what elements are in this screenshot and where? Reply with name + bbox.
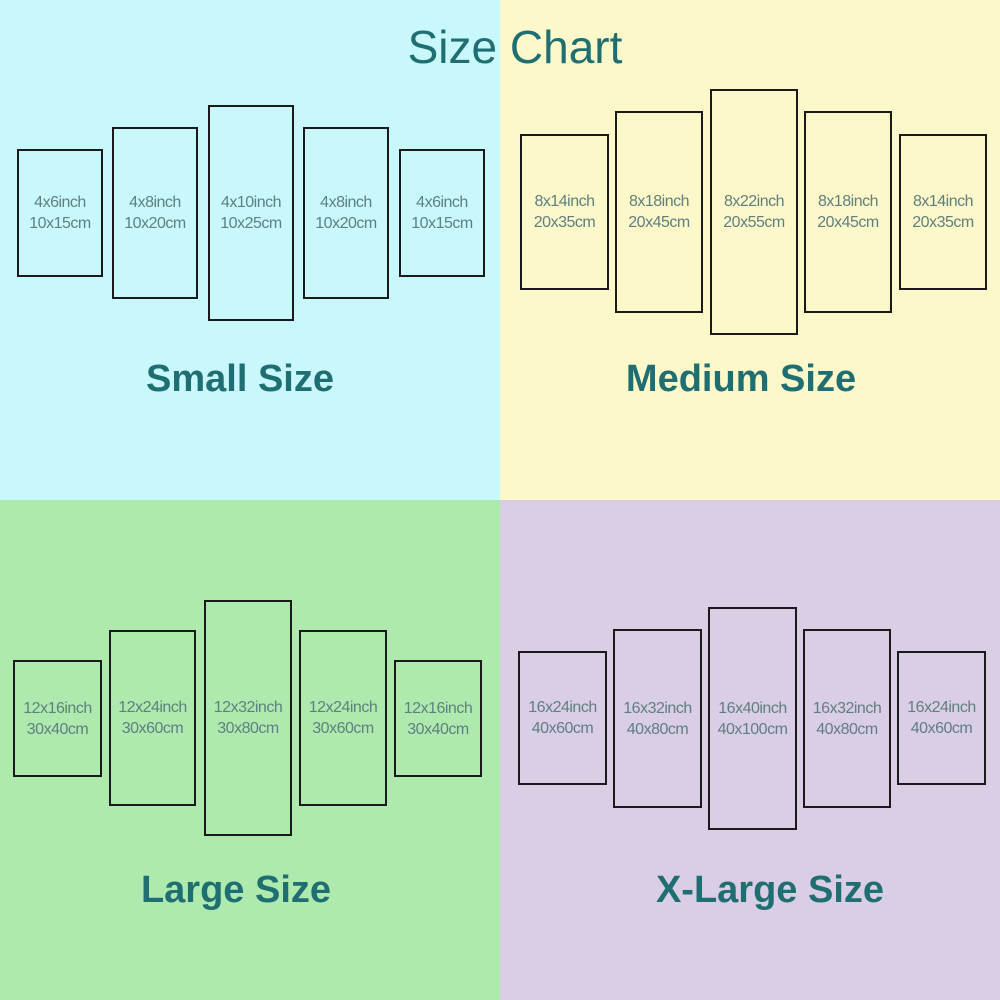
panel-size-inch: 4x6inch <box>34 194 86 211</box>
panel-size-cm: 30x40cm <box>407 720 469 738</box>
panel-size-cm: 20x35cm <box>912 214 974 231</box>
panel-size-cm: 40x80cm <box>816 720 878 738</box>
small-size-section <box>0 0 500 500</box>
small-panel-2: 4x8inch 10x20cm <box>112 127 198 299</box>
large-panel-2: 12x24inch 30x60cm <box>109 630 196 806</box>
small-panel-3: 4x10inch 10x25cm <box>208 105 294 321</box>
panel-size-cm: 40x100cm <box>717 720 788 738</box>
panel-size-cm: 20x55cm <box>723 214 785 231</box>
medium-panel-4: 8x18inch 20x45cm <box>804 111 892 313</box>
panel-size-cm: 30x60cm <box>121 720 184 737</box>
panel-size-inch: 16x32inch <box>812 699 882 717</box>
xlarge-size-section <box>500 500 1000 1000</box>
panel-size-cm: 40x60cm <box>531 720 594 737</box>
panel-size-cm: 10x15cm <box>29 215 91 232</box>
panel-size-inch: 8x18inch <box>628 193 690 210</box>
xlarge-panel-4: 16x32inch 40x80cm <box>803 629 891 808</box>
panel-size-inch: 12x24inch <box>308 699 378 716</box>
large-panel-4: 12x24inch 30x60cm <box>299 630 387 806</box>
xlarge-size-label: X-Large Size <box>655 869 885 911</box>
panel-size-cm: 20x45cm <box>628 214 690 231</box>
panel-size-cm: 10x20cm <box>315 215 377 232</box>
panel-size-inch: 4x10inch <box>220 194 282 211</box>
large-size-section <box>0 500 500 1000</box>
xlarge-panel-3: 16x40inch 40x100cm <box>708 607 797 830</box>
panel-size-cm: 40x80cm <box>626 720 689 738</box>
medium-panel-5: 8x14inch 20x35cm <box>899 134 987 290</box>
panel-size-inch: 4x8inch <box>320 194 372 211</box>
large-panel-1: 12x16inch 30x40cm <box>13 660 102 777</box>
medium-size-section <box>500 0 1000 500</box>
panel-size-inch: 4x6inch <box>416 194 468 211</box>
panel-size-inch: 12x24inch <box>118 699 187 716</box>
small-panel-4: 4x8inch 10x20cm <box>303 127 389 299</box>
panel-size-cm: 10x25cm <box>220 215 282 232</box>
xlarge-panel-5: 16x24inch 40x60cm <box>897 651 986 785</box>
small-panel-1: 4x6inch 10x15cm <box>17 149 103 277</box>
panel-size-cm: 20x45cm <box>817 214 879 231</box>
large-panel-5: 12x16inch 30x40cm <box>394 660 482 777</box>
panel-size-inch: 12x32inch <box>213 699 283 716</box>
large-panel-3: 12x32inch 30x80cm <box>204 600 292 836</box>
panel-size-inch: 16x40inch <box>718 699 787 717</box>
medium-size-label: Medium Size <box>625 358 857 400</box>
small-panel-5: 4x6inch 10x15cm <box>399 149 485 277</box>
medium-panel-3: 8x22inch 20x55cm <box>710 89 798 335</box>
panel-size-inch: 16x24inch <box>907 699 976 716</box>
panel-size-inch: 16x24inch <box>528 699 597 716</box>
panel-size-inch: 8x18inch <box>817 193 879 210</box>
panel-size-inch: 16x32inch <box>623 699 692 717</box>
panel-size-inch: 8x14inch <box>912 193 974 210</box>
panel-size-cm: 40x60cm <box>910 720 973 737</box>
panel-size-inch: 4x8inch <box>129 194 181 211</box>
panel-size-inch: 8x22inch <box>723 193 785 210</box>
medium-panel-2: 8x18inch 20x45cm <box>615 111 703 313</box>
small-size-label: Small Size <box>146 358 334 400</box>
panel-size-inch: 12x16inch <box>23 699 92 717</box>
panel-size-cm: 10x15cm <box>411 215 473 232</box>
xlarge-panel-2: 16x32inch 40x80cm <box>613 629 702 808</box>
medium-panel-1: 8x14inch 20x35cm <box>520 134 609 290</box>
panel-size-cm: 30x60cm <box>312 720 374 737</box>
panel-size-cm: 30x40cm <box>26 720 89 738</box>
panel-size-cm: 20x35cm <box>533 214 596 231</box>
large-size-label: Large Size <box>140 869 332 911</box>
xlarge-panel-1: 16x24inch 40x60cm <box>518 651 607 785</box>
chart-title: Size Chart <box>407 21 623 73</box>
panel-size-inch: 12x16inch <box>403 699 473 717</box>
panel-size-cm: 10x20cm <box>124 215 186 232</box>
panel-size-cm: 30x80cm <box>217 720 279 737</box>
panel-size-inch: 8x14inch <box>534 193 595 210</box>
